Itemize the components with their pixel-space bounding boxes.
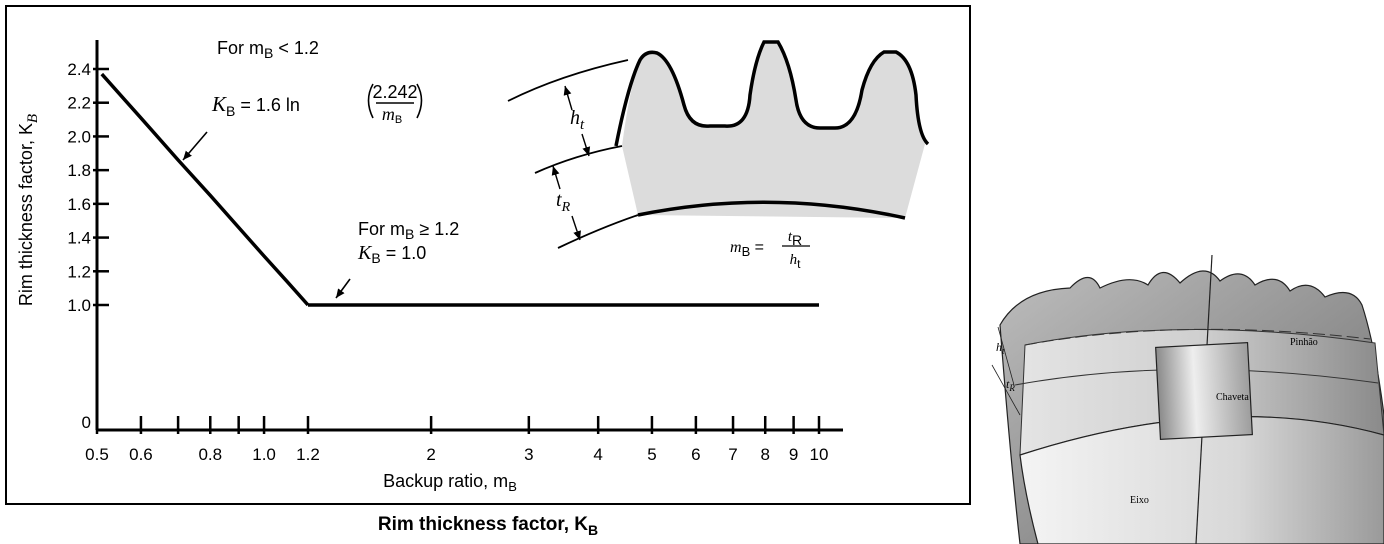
label-eixo: Eixo: [1130, 495, 1149, 506]
y-axis-label: Rim thickness factor, KB: [16, 114, 41, 306]
annotation-right-value: KB = 1.0: [357, 242, 426, 266]
chart-frame: [5, 5, 971, 505]
svg-text:tR: tR: [1006, 377, 1015, 393]
svg-text:mB: mB: [382, 104, 402, 126]
inset-gear-rim-diagram: ht tR mB = tR ht: [507, 40, 930, 271]
y-tick-label: 1.2: [67, 262, 91, 281]
x-tick-label: 7: [728, 445, 737, 464]
svg-text:ht: ht: [996, 340, 1005, 356]
annotation-left-condition: For mB < 1.2: [217, 38, 319, 61]
y-tick-label: 2.0: [67, 127, 91, 146]
svg-text:ht: ht: [570, 107, 585, 133]
tooth-tip-circle: [507, 59, 629, 102]
annotation-right-arrow: [335, 278, 351, 299]
label-pinhao: Pinhão: [1290, 337, 1318, 348]
svg-text:mB =: mB =: [730, 239, 764, 259]
x-tick-label: 1.2: [296, 445, 320, 464]
x-tick-label: 9: [789, 445, 798, 464]
y-tick-label: 1.6: [67, 195, 91, 214]
x-tick-label: 3: [524, 445, 533, 464]
x-tick-label: 0.5: [85, 445, 109, 464]
annotation-right-condition: For mB ≥ 1.2: [358, 219, 459, 242]
x-tick-label: 2: [426, 445, 435, 464]
x-ticks: 0.5 0.6 0.8 1.0 1.2 2 3 4 5 6 7 8 9 10: [85, 416, 828, 464]
y-tick-label-zero: 0: [82, 413, 91, 432]
x-tick-label: 4: [593, 445, 602, 464]
x-tick-label: 0.8: [198, 445, 222, 464]
gear-key-shaft-illustration: ht tR Pinhão Chaveta Eixo: [991, 255, 1384, 544]
x-tick-label: 6: [691, 445, 700, 464]
series-line-1: [100, 72, 310, 307]
annotation-left-arrow: [182, 131, 208, 161]
chart-svg: 1.01.21.41.61.82.02.22.40 0.5 0.6 0.8 1.0 1.…: [16, 38, 930, 494]
x-tick-label: 1.0: [252, 445, 276, 464]
x-tick-label: 10: [810, 445, 829, 464]
x-tick-label: 8: [760, 445, 769, 464]
series-lines: [100, 72, 819, 307]
y-tick-label: 1.0: [67, 296, 91, 315]
gear-teeth: [622, 42, 925, 218]
backup-ratio-formula: mB = tR ht: [730, 229, 810, 271]
chart-title: Rim thickness factor, KB: [377, 514, 599, 538]
y-ticks: 1.0 1.2 1.4 1.6 1.8 2.0 2.2 2.4 0: [67, 60, 109, 432]
root-circle: [534, 145, 623, 174]
annotation-left-formula: KB = 1.6 ln 2.242 mB: [211, 82, 423, 126]
svg-text:ht: ht: [790, 252, 802, 271]
key-rectangle: [1155, 342, 1253, 440]
x-tick-label: 0.6: [129, 445, 153, 464]
x-axis-label: Backup ratio, mB: [383, 471, 517, 494]
x-tick-label: 5: [647, 445, 656, 464]
svg-text:tR: tR: [788, 229, 802, 248]
svg-text:tR: tR: [556, 189, 571, 215]
label-chaveta: Chaveta: [1216, 392, 1249, 403]
y-tick-label: 1.4: [67, 229, 91, 248]
svg-text:2.242: 2.242: [372, 82, 417, 102]
svg-text:KB = 1.6 ln: KB = 1.6 ln: [211, 92, 300, 119]
y-tick-label: 2.2: [67, 94, 91, 113]
rim-inner-circle: [557, 214, 639, 249]
y-tick-label: 1.8: [67, 161, 91, 180]
y-tick-label: 2.4: [67, 60, 91, 79]
